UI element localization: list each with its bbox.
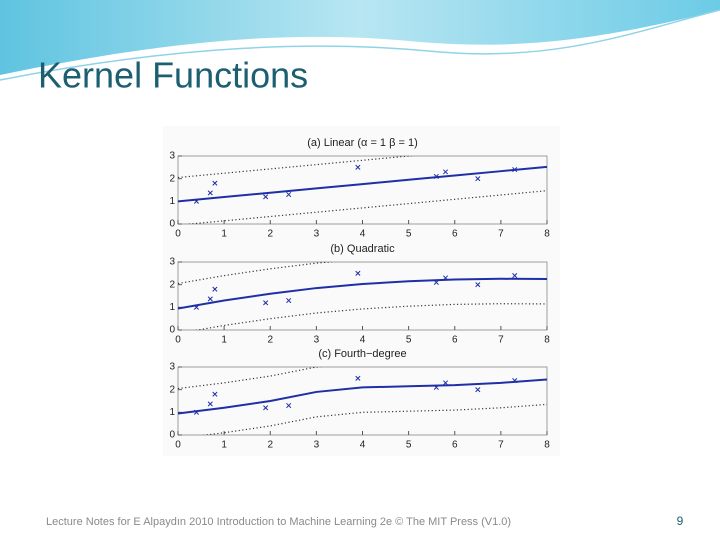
x-tick-label: 2 <box>267 229 273 240</box>
data-point <box>286 402 292 409</box>
fit-line <box>178 378 547 415</box>
data-point <box>193 304 200 310</box>
y-tick-label: 1 <box>169 196 175 207</box>
data-point <box>475 282 481 288</box>
data-point <box>207 296 213 302</box>
y-tick-label: 3 <box>169 362 175 373</box>
x-tick-label: 8 <box>544 335 550 346</box>
data-point <box>263 194 269 200</box>
x-tick-label: 7 <box>498 229 504 240</box>
data-point <box>212 286 218 292</box>
chart-title: (c) Fourth−degree <box>318 348 406 360</box>
x-tick-label: 2 <box>267 335 273 346</box>
data-point <box>433 384 439 390</box>
band-line <box>200 403 547 435</box>
header-wave <box>0 0 720 75</box>
x-tick-label: 7 <box>498 335 504 346</box>
data-point <box>512 273 518 279</box>
data-point <box>355 270 361 276</box>
fit-line <box>178 277 547 310</box>
data-point <box>286 191 292 198</box>
data-point <box>212 180 218 186</box>
band-line <box>178 367 323 390</box>
data-point <box>512 378 518 384</box>
data-point <box>475 387 481 393</box>
data-point <box>475 176 481 182</box>
x-tick-label: 5 <box>406 335 412 346</box>
x-tick-label: 5 <box>406 229 412 240</box>
x-tick-label: 8 <box>544 440 550 451</box>
x-tick-label: 1 <box>221 440 227 451</box>
chart: (a) Linear (α = 1 β = 1) 0 1 2 3 0 1 2 3 4 5 6 7 8 <box>169 137 550 240</box>
x-tick-label: 5 <box>406 440 412 451</box>
chart-title: (a) Linear (α = 1 β = 1) <box>307 137 418 149</box>
x-tick-label: 7 <box>498 440 504 451</box>
band-line <box>178 156 416 179</box>
chart: (b) Quadratic 0 1 2 3 0 1 2 3 4 5 6 7 8 <box>169 243 550 346</box>
data-point <box>193 198 200 204</box>
data-point <box>512 167 518 173</box>
band-line <box>178 262 336 285</box>
x-tick-label: 0 <box>175 440 181 451</box>
x-tick-label: 3 <box>314 335 320 346</box>
x-tick-label: 1 <box>221 335 227 346</box>
y-tick-label: 2 <box>169 384 175 395</box>
figure-box <box>163 126 560 456</box>
x-tick-label: 3 <box>314 440 320 451</box>
y-tick-label: 1 <box>169 302 175 313</box>
data-point <box>442 169 449 175</box>
y-tick-label: 0 <box>169 430 175 441</box>
y-tick-label: 2 <box>169 173 175 184</box>
x-tick-label: 2 <box>267 440 273 451</box>
header-line <box>0 9 720 81</box>
data-point <box>263 405 269 411</box>
data-point <box>433 173 439 179</box>
band-line <box>194 303 547 330</box>
data-point <box>355 375 361 381</box>
y-tick-label: 3 <box>169 151 175 162</box>
page-number: 9 <box>677 514 684 528</box>
data-point <box>263 300 269 306</box>
data-point <box>207 401 213 407</box>
x-tick-label: 0 <box>175 335 181 346</box>
x-tick-label: 3 <box>314 229 320 240</box>
x-tick-label: 6 <box>452 335 458 346</box>
data-point <box>442 380 449 386</box>
data-point <box>212 391 218 397</box>
data-point <box>442 275 449 281</box>
data-point <box>193 409 200 415</box>
data-point <box>355 164 361 170</box>
y-tick-label: 0 <box>169 325 175 336</box>
y-tick-label: 3 <box>169 257 175 268</box>
x-tick-label: 6 <box>452 440 458 451</box>
data-point <box>207 190 213 196</box>
y-tick-label: 2 <box>169 279 175 290</box>
x-tick-label: 6 <box>452 229 458 240</box>
fit-line <box>178 165 547 203</box>
footer: Lecture Notes for E Alpaydın 2010 Introd… <box>46 516 511 528</box>
slide-title: Kernel Functions <box>38 55 308 96</box>
x-tick-label: 8 <box>544 229 550 240</box>
data-point <box>286 297 292 304</box>
chart: (c) Fourth−degree 0 1 2 3 0 1 2 3 4 5 6 7 8 <box>169 348 550 451</box>
band-line <box>183 190 547 224</box>
y-tick-label: 1 <box>169 407 175 418</box>
x-tick-label: 4 <box>360 440 366 451</box>
x-tick-label: 0 <box>175 229 181 240</box>
data-point <box>433 279 439 285</box>
x-tick-label: 4 <box>360 335 366 346</box>
y-tick-label: 0 <box>169 219 175 230</box>
chart-title: (b) Quadratic <box>330 243 395 255</box>
x-tick-label: 4 <box>360 229 366 240</box>
x-tick-label: 1 <box>221 229 227 240</box>
